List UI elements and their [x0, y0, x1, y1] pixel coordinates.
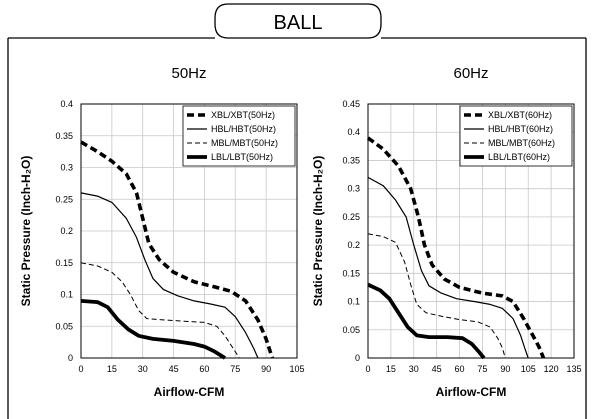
y-tick-label: 0.05: [342, 325, 360, 335]
series-line: [80, 262, 240, 359]
y-tick-label: 0.25: [342, 212, 360, 222]
series-line: [366, 136, 546, 359]
y-tick-label: 0.1: [60, 290, 73, 300]
banner-tab: BALL: [214, 3, 382, 39]
chart-title: 50Hz: [171, 65, 206, 82]
y-tick-label: 0: [355, 353, 360, 363]
x-tick-label: 75: [230, 364, 240, 374]
x-tick-label: 105: [289, 364, 304, 374]
y-tick-label: 0.4: [60, 99, 73, 109]
y-tick-label: 0.1: [347, 297, 360, 307]
legend-entry-label: XBL/XBT(60Hz): [488, 110, 552, 120]
y-tick-label: 0.2: [60, 226, 73, 236]
x-tick-label: 75: [477, 364, 487, 374]
banner-title: BALL: [274, 12, 323, 34]
y-tick-label: 0: [68, 353, 73, 363]
series-line: [367, 282, 486, 360]
y-tick-label: 0.35: [55, 131, 73, 141]
x-tick-label: 45: [432, 364, 442, 374]
x-tick-label: 90: [500, 364, 510, 374]
plot-area-frame: [80, 103, 298, 359]
y-tick-label: 0.3: [60, 163, 73, 173]
y-axis-label: Static Pressure (Inch-H₂O): [19, 156, 33, 307]
x-tick-label: 60: [455, 364, 465, 374]
x-tick-label: 30: [138, 364, 148, 374]
x-tick-label: 30: [409, 364, 419, 374]
series-line: [367, 176, 529, 359]
x-tick-label: 0: [78, 364, 83, 374]
series-line: [367, 233, 506, 359]
legend-entry-label: MBL/MBT(50Hz): [211, 138, 278, 148]
y-tick-label: 0.2: [347, 240, 360, 250]
x-tick-label: 0: [365, 364, 370, 374]
y-tick-label: 0.45: [342, 99, 360, 109]
y-tick-label: 0.35: [342, 155, 360, 165]
outer-frame: [7, 37, 587, 419]
y-tick-label: 0.15: [55, 258, 73, 268]
y-tick-label: 0.15: [342, 268, 360, 278]
x-tick-label: 15: [386, 364, 396, 374]
chart-50hz: 50Hz 0 15 30 45 60 75 90 105 0 0.05 0.1 0.15 0.2 0.25 0…: [19, 65, 305, 399]
y-axis-label: Static Pressure (Inch-H₂O): [311, 156, 325, 307]
legend-entry-label: HBL/HBT(50Hz): [211, 124, 276, 134]
x-tick-label: 105: [521, 364, 536, 374]
x-tick-label: 45: [169, 364, 179, 374]
legend-entry-label: HBL/HBT(60Hz): [488, 124, 553, 134]
x-tick-label: 15: [107, 364, 117, 374]
x-axis-label: Airflow-CFM: [154, 385, 225, 399]
legend-entry-label: LBL/LBT(50Hz): [211, 152, 273, 162]
y-tick-label: 0.3: [347, 184, 360, 194]
x-tick-label: 135: [566, 364, 581, 374]
y-tick-label: 0.05: [55, 321, 73, 331]
legend: XBL/XBT(50Hz) HBL/HBT(50Hz) MBL/MBT(50Hz) L…: [182, 105, 296, 167]
x-axis-label: Airflow-CFM: [436, 385, 507, 399]
series-line: [80, 140, 275, 359]
y-tick-label: 0.4: [347, 127, 360, 137]
legend: XBL/XBT(60Hz) HBL/HBT(60Hz) MBL/MBT(60Hz) L…: [459, 105, 573, 167]
legend-entry-label: MBL/MBT(60Hz): [488, 138, 555, 148]
chart-title: 60Hz: [453, 65, 488, 82]
series-line: [80, 299, 227, 360]
legend-entry-label: XBL/XBT(50Hz): [211, 110, 275, 120]
series-line: [80, 192, 259, 359]
x-tick-label: 120: [544, 364, 559, 374]
x-tick-label: 90: [261, 364, 271, 374]
chart-60hz: 60Hz 0 15 30 45 60 75 90 105 120 135 0 0.05 0.1 0.15 0.…: [311, 65, 582, 399]
plot-area-frame: [367, 103, 575, 359]
y-tick-label: 0.25: [55, 194, 73, 204]
x-tick-label: 60: [199, 364, 209, 374]
legend-entry-label: LBL/LBT(60Hz): [488, 152, 550, 162]
